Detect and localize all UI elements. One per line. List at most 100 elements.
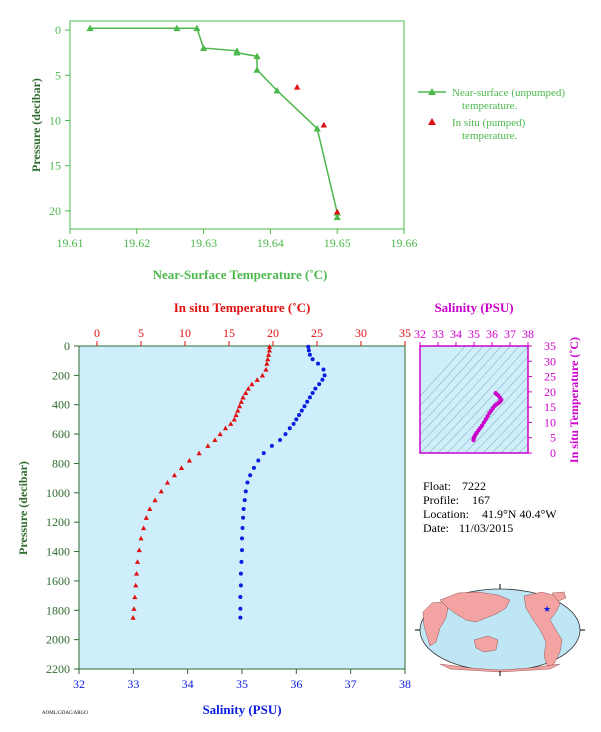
salinity-point: [238, 595, 243, 600]
float-info: Float: 7222 Profile: 167 Location: 41.9°…: [423, 479, 557, 535]
ts-x-tick-label: 38: [522, 327, 534, 341]
temperature-point: [152, 497, 158, 503]
ts-density-contour: [420, 346, 484, 416]
profile-value: 167: [472, 493, 490, 507]
ts-point: [487, 411, 492, 416]
legend-green-line1: Near-surface (unpumped): [452, 87, 565, 99]
ts-x-tick-label: 33: [432, 327, 444, 341]
temperature-point: [196, 450, 202, 456]
salinity-point: [242, 498, 247, 503]
salinity-point: [299, 408, 304, 413]
ts-density-contour: [437, 356, 528, 453]
map-land-greenland: [551, 591, 567, 602]
profile-series: [130, 344, 327, 620]
temperature-point: [130, 615, 136, 620]
profile-salinity-ticks: 32 33 34 35 36 37 38: [73, 669, 411, 691]
ts-density-contour: [428, 346, 528, 453]
temperature-point: [136, 547, 142, 553]
salinity-point: [320, 377, 325, 382]
legend-green-line2: temperature.: [462, 100, 518, 112]
near-surface-series-line: [90, 27, 338, 218]
profile-salinity-tick-label: 33: [127, 677, 139, 691]
salinity-point: [313, 386, 318, 391]
salinity-point: [306, 348, 311, 353]
ts-density-contour: [455, 376, 528, 453]
temperature-point: [254, 377, 260, 382]
near-surface-y-tick-label: 20: [49, 204, 61, 218]
profile-pressure-tick-label: 1600: [46, 574, 70, 588]
date-label: Date:: [423, 521, 449, 535]
salinity-point: [248, 473, 253, 478]
salinity-point: [243, 489, 248, 494]
legend-red-line1: In situ (pumped): [452, 117, 526, 129]
salinity-point: [240, 526, 245, 531]
salinity-point: [238, 615, 243, 620]
ts-density-contour: [509, 434, 528, 453]
temperature-point: [266, 352, 272, 357]
near-surface-point: [233, 49, 241, 56]
near-surface-point: [173, 24, 181, 32]
temperature-point: [265, 356, 271, 362]
ts-point: [485, 414, 490, 419]
ts-point: [483, 417, 488, 422]
temperature-point: [249, 381, 255, 387]
salinity-point: [269, 443, 274, 448]
near-surface-point: [86, 24, 94, 32]
salinity-point: [256, 458, 261, 463]
map-land-asia: [439, 591, 511, 623]
salinity-point: [238, 583, 243, 588]
temperature-point: [141, 525, 147, 531]
near-surface-y-axis-label: Pressure (decibar): [29, 78, 43, 172]
ts-y-tick-label: 20: [544, 385, 556, 399]
salinity-point: [241, 515, 246, 520]
salinity-point: [294, 417, 299, 422]
temperature-point: [264, 361, 270, 366]
profile-bottom-axis-label: Salinity (PSU): [202, 702, 281, 717]
salinity-point: [307, 395, 312, 400]
salinity-point: [238, 571, 243, 576]
profile-chart: 0 5 10 15 20 25 30 35 32 33 34 35 36 37 38 0 200 400 600…: [16, 300, 411, 717]
ts-point: [471, 438, 476, 443]
world-map: ★: [415, 584, 585, 676]
ts-x-tick-label: 34: [450, 327, 462, 341]
temperature-point: [134, 559, 141, 564]
salinity-point: [287, 426, 292, 431]
profile-pressure-tick-label: 0: [64, 339, 70, 353]
temperature-point: [222, 425, 229, 431]
profile-salinity-tick-label: 34: [182, 677, 194, 691]
ts-series: [471, 390, 504, 443]
near-surface-point: [253, 52, 261, 60]
temperature-point: [132, 594, 138, 600]
near-surface-y-ticks: 0 5 10 15 20: [49, 23, 70, 218]
temperature-point: [186, 457, 192, 463]
temperature-point: [158, 488, 164, 494]
ts-density-contour: [518, 443, 528, 453]
temperature-point: [236, 403, 243, 409]
near-surface-x-tick-label: 19.62: [123, 236, 150, 250]
near-surface-point: [253, 66, 261, 73]
temperature-point: [217, 431, 223, 437]
salinity-point: [310, 390, 315, 395]
profile-pressure-tick-label: 800: [52, 456, 70, 470]
near-surface-x-ticks: 19.61 19.62 19.63 19.64 19.65 19.66: [57, 229, 418, 250]
legend-green-triangle-icon: [428, 88, 436, 95]
near-surface-series: [86, 24, 341, 221]
near-surface-x-tick-label: 19.61: [57, 236, 84, 250]
profile-pressure-tick-label: 1000: [46, 486, 70, 500]
profile-temperature-tick-label: 10: [179, 326, 191, 340]
salinity-point: [321, 367, 326, 372]
profile-pressure-tick-label: 1200: [46, 515, 70, 529]
footer-credit: AOML/GDAC/ARGO: [42, 711, 88, 716]
temperature-point: [233, 412, 239, 418]
ts-point: [481, 420, 486, 425]
profile-salinity-tick-label: 37: [345, 677, 357, 691]
ts-y-tick-label: 0: [550, 446, 556, 460]
ts-x-tick-label: 32: [414, 327, 426, 341]
in-situ-point: [293, 83, 301, 90]
profile-plot-background: [78, 345, 406, 670]
profile-pressure-ticks: 0 200 400 600 800 1000 1200 1400 1600 1800 2000 220…: [46, 339, 79, 676]
ts-density-contour: [420, 346, 466, 397]
ts-y-tick-label: 15: [544, 400, 556, 414]
